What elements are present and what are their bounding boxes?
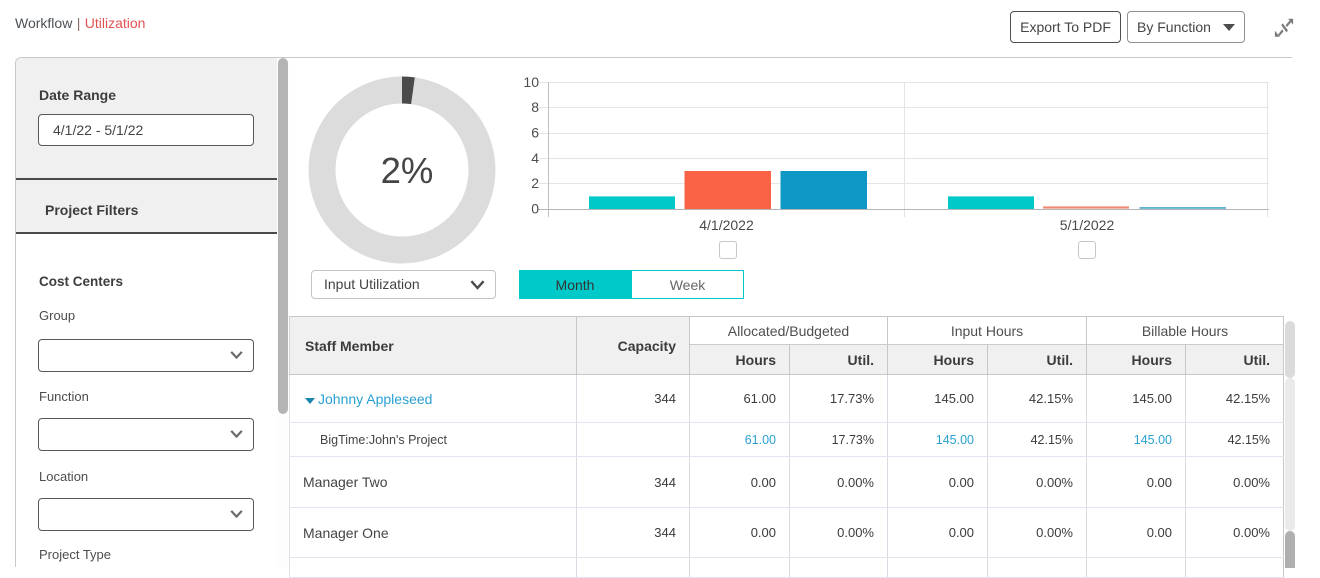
svg-text:0: 0 (531, 201, 539, 217)
svg-text:6: 6 (531, 125, 539, 141)
svg-text:10: 10 (523, 74, 539, 90)
svg-text:2: 2 (531, 175, 539, 191)
svg-text:4: 4 (531, 150, 539, 166)
svg-text:4/1/2022: 4/1/2022 (699, 217, 754, 233)
svg-text:8: 8 (531, 99, 539, 115)
svg-text:5/1/2022: 5/1/2022 (1060, 217, 1115, 233)
